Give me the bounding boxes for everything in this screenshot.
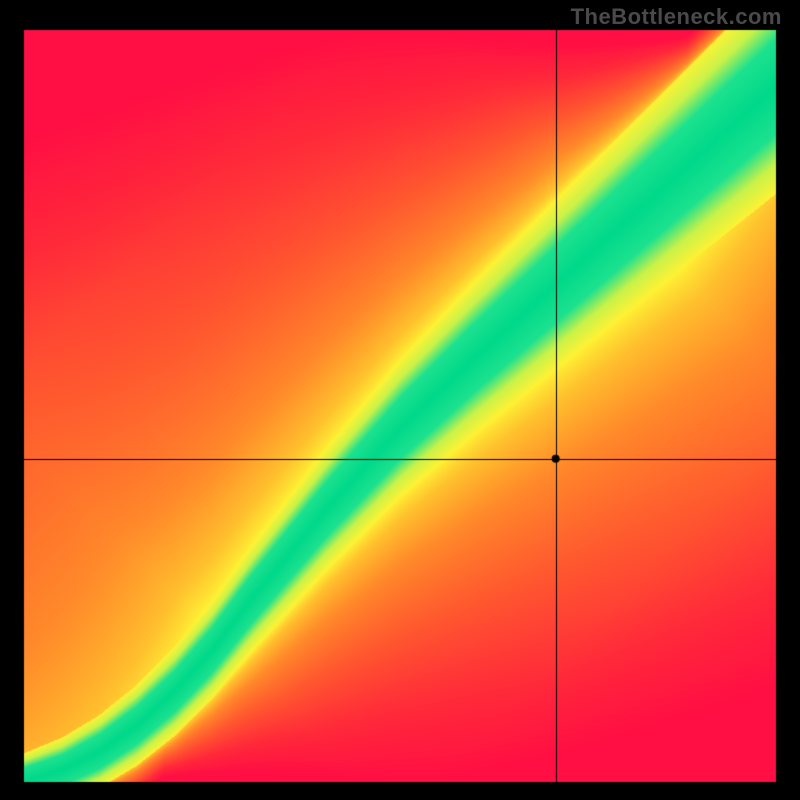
- chart-container: TheBottleneck.com: [0, 0, 800, 800]
- bottleneck-heatmap: [0, 0, 800, 800]
- watermark-text: TheBottleneck.com: [571, 4, 782, 30]
